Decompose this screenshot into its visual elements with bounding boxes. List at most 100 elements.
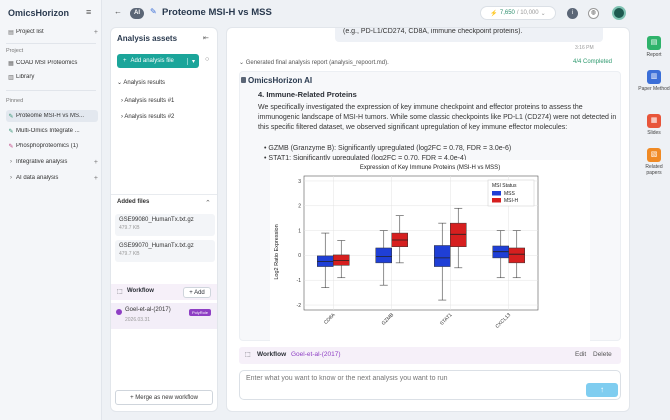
chat-input[interactable] xyxy=(246,375,566,382)
chevron-right-icon: › xyxy=(121,98,123,104)
credits-badge[interactable]: ⚡ 7,650 / 10,000 ⌄ xyxy=(480,6,556,20)
workflow-header: ⬚ Workflow + Add xyxy=(111,284,217,300)
add-project-icon[interactable]: + xyxy=(93,28,98,36)
y-tick-label: -1 xyxy=(297,278,302,284)
chevron-right-icon: › xyxy=(10,159,12,165)
boxplot-chart: Expression of Key Immune Proteins (MSI-H… xyxy=(270,160,590,342)
merge-workflow-label: Merge as new workflow xyxy=(135,395,198,401)
legend-title: MSI Status xyxy=(492,183,517,189)
response-paragraph: We specifically investigated the express… xyxy=(258,104,617,131)
chat-panel: (e.g., PD-L1/CD274, CD8A, immune checkpo… xyxy=(226,27,630,412)
sidebar-item-phospho[interactable]: ✎ Phosphoproteomics (1) xyxy=(6,140,98,152)
info-icon[interactable]: i xyxy=(567,8,578,19)
workflow-icon: ⬚ xyxy=(117,289,123,295)
analysis-results-2[interactable]: › Analysis results #2 xyxy=(121,114,174,120)
chevron-down-icon: ⌄ xyxy=(540,10,546,17)
rail-label: Related papers xyxy=(645,164,663,176)
legend-swatch xyxy=(492,191,501,196)
bullet-item: • GZMB (Granzyme B): Significantly upreg… xyxy=(264,145,512,152)
sidebar-item-proteome[interactable]: ✎ Proteome MSI-H vs MS... xyxy=(6,110,98,122)
ai-name: OmicsHorizon AI xyxy=(248,76,313,85)
sidebar-item-label: AI data analysis xyxy=(16,175,59,181)
analysis-results-1[interactable]: › Analysis results #1 xyxy=(121,98,174,104)
workflow-item-name: Goel-et-al-(2017) xyxy=(125,307,171,313)
file-card[interactable]: GSE99080_HumanTx.txt.gz 479.7 KB xyxy=(115,214,215,236)
tree-label: Analysis results #1 xyxy=(124,98,175,104)
sidebar-group-integrative[interactable]: › Integrative analysis + xyxy=(6,156,98,168)
workflow-delete-button[interactable]: Delete xyxy=(593,351,612,358)
sidebar-group-ai[interactable]: › AI data analysis + xyxy=(6,172,98,184)
list-icon: ▤ xyxy=(8,29,14,36)
chart-title: Expression of Key Immune Proteins (MSI-H… xyxy=(360,165,500,171)
workflow-bar-name[interactable]: Goel-et-al-(2017) xyxy=(291,351,341,358)
add-analysis-file-label: Add analysis file xyxy=(130,58,174,64)
globe-icon[interactable]: ◍ xyxy=(588,8,599,19)
workflow-edit-button[interactable]: Edit xyxy=(575,351,587,358)
legend-entry: MSI-H xyxy=(504,198,519,204)
sidebar-item-library[interactable]: ▥ Library xyxy=(6,71,98,83)
y-tick-label: 0 xyxy=(298,253,301,259)
rail-paper-method[interactable]: ▥ Paper Method xyxy=(638,70,670,92)
sidebar-item-label: Phosphoproteomics (1) xyxy=(16,143,79,149)
rail-label: Report xyxy=(646,52,662,58)
send-button[interactable]: ↑ xyxy=(586,383,618,397)
bullet-text: GZMB (Granzyme B): Significantly upregul… xyxy=(268,145,512,152)
page-title: Proteome MSI-H vs MSS xyxy=(162,7,272,18)
back-arrow-icon[interactable]: ← xyxy=(114,7,122,16)
sidebar-item-label: Multi-Omics Integrate ... xyxy=(16,128,80,134)
rail-report[interactable]: ▤ Report xyxy=(638,36,670,58)
papers-icon: ▧ xyxy=(647,148,661,162)
box-mss xyxy=(375,247,392,264)
settings-icon[interactable]: ○ xyxy=(205,56,210,63)
credits-total: / 10,000 xyxy=(516,10,539,16)
ai-icon xyxy=(241,77,246,83)
credits-used: 7,650 xyxy=(499,10,515,16)
chevron-down-icon[interactable]: ▾ xyxy=(186,57,199,65)
workflow-add-label: Add xyxy=(194,290,205,296)
add-icon[interactable]: + xyxy=(93,158,98,166)
bullet-item: • STAT1: Significantly upregulated (log2… xyxy=(264,155,467,162)
sidebar-item-label: COAD MSI Proteomics xyxy=(16,60,78,66)
workflow-add-button[interactable]: + Add xyxy=(183,287,211,298)
sidebar-item-multiomics[interactable]: ✎ Multi-Omics Integrate ... xyxy=(6,125,98,137)
sidebar-item-label: Integrative analysis xyxy=(16,159,68,165)
assets-title: Analysis assets xyxy=(117,34,178,43)
workflow-item[interactable]: Goel-et-al-(2017) 2026.03.31 PolyRole xyxy=(111,303,217,329)
add-icon[interactable]: + xyxy=(93,174,98,182)
chevron-down-icon: ⌄ xyxy=(239,60,246,66)
menu-icon[interactable]: ≡ xyxy=(86,7,92,17)
plus-icon: + xyxy=(189,290,195,296)
chevron-right-icon: › xyxy=(10,175,12,181)
slides-icon: ▦ xyxy=(647,114,661,128)
y-tick-label: -2 xyxy=(297,303,302,309)
report-status: 4/4 Completed xyxy=(573,59,613,65)
analysis-results-root[interactable]: ⌄ Analysis results xyxy=(117,79,165,86)
divider xyxy=(111,194,217,195)
rail-related-papers[interactable]: ▧ Related papers xyxy=(638,148,670,176)
book-icon: ▥ xyxy=(8,74,14,81)
add-analysis-file-button[interactable]: + Add analysis file ▾ xyxy=(117,54,199,68)
sidebar-item-coad[interactable]: ▦ COAD MSI Proteomics xyxy=(6,57,98,69)
added-files-title: Added files xyxy=(117,199,150,205)
arrow-up-icon: ↑ xyxy=(600,385,604,394)
report-step[interactable]: ⌄ Generated final analysis report (analy… xyxy=(239,59,621,71)
workflow-bar: ⬚ Workflow Goel-et-al-(2017) Edit Delete xyxy=(239,347,621,364)
ai-badge: AI xyxy=(130,8,144,19)
avatar[interactable] xyxy=(612,6,626,20)
merge-workflow-button[interactable]: + Merge as new workflow xyxy=(115,390,213,405)
sidebar-project-list[interactable]: ▤ Project list + xyxy=(6,26,98,38)
chevron-up-icon[interactable]: ⌃ xyxy=(205,200,211,207)
legend-swatch xyxy=(492,198,501,203)
pinned-section-label: Pinned xyxy=(6,98,24,104)
rail-slides[interactable]: ▦ Slides xyxy=(638,114,670,136)
bolt-icon: ⚡ xyxy=(490,10,498,17)
workflow-item-date: 2026.03.31 xyxy=(125,317,151,323)
file-card[interactable]: GSE99070_HumanTx.txt.gz 479.7 KB xyxy=(115,240,215,262)
divider xyxy=(6,43,96,44)
section-heading: 4. Immune-Related Proteins xyxy=(258,90,357,99)
edit-icon: ✎ xyxy=(8,128,14,135)
tree-label: Analysis results xyxy=(123,80,166,86)
edit-icon[interactable]: ✎ xyxy=(150,7,157,16)
collapse-icon[interactable]: ⇤ xyxy=(203,35,209,42)
